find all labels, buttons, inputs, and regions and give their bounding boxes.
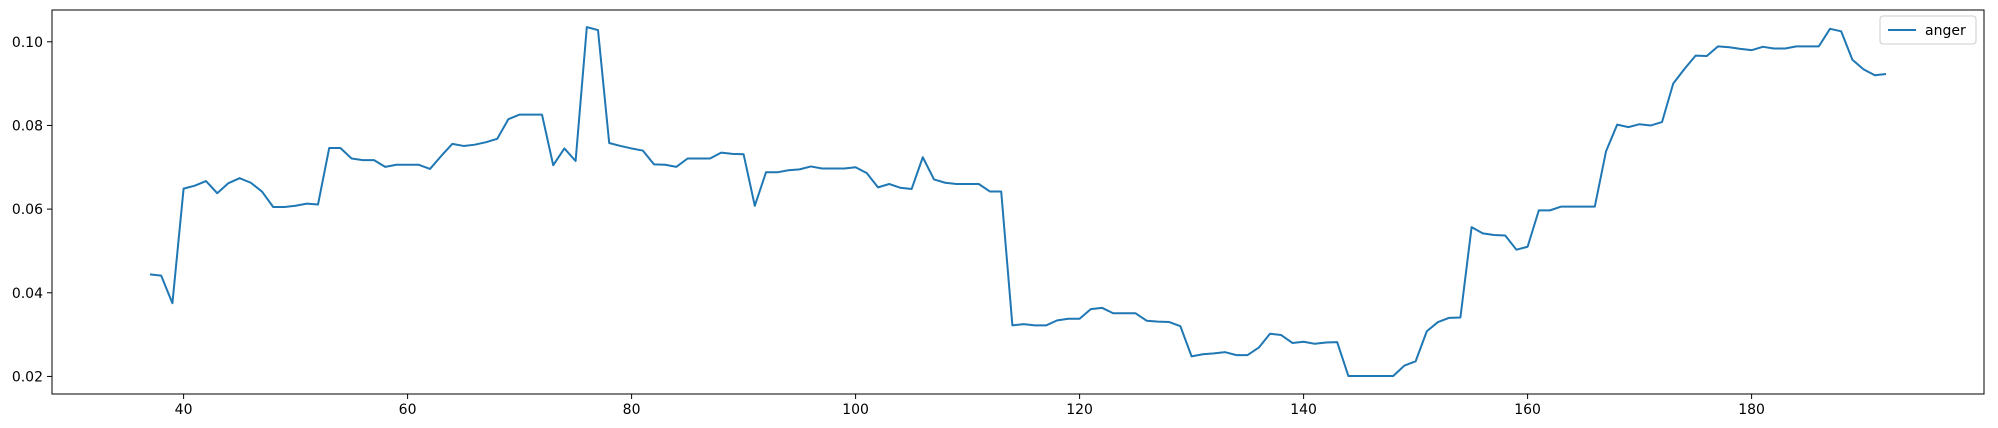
legend-label: anger: [1925, 23, 1966, 39]
x-tick-label: 40: [175, 402, 193, 418]
y-tick-label: 0.06: [12, 202, 43, 218]
series-line-anger: [149, 26, 1887, 378]
y-tick-label: 0.08: [12, 118, 43, 134]
y-tick-label: 0.04: [12, 286, 43, 302]
series-layer: [149, 26, 1887, 378]
plot-frame: [51, 9, 1985, 395]
x-tick-label: 60: [399, 402, 417, 418]
y-axis: 0.02 0.04 0.06 0.08 0.10: [12, 35, 52, 385]
legend-box: [1879, 15, 1977, 45]
x-tick-label: 140: [1290, 402, 1317, 418]
x-tick-label: 180: [1738, 402, 1765, 418]
y-tick-label: 0.02: [12, 369, 43, 385]
x-tick-label: 120: [1066, 402, 1093, 418]
plot-area: [52, 10, 1984, 394]
x-tick-label: 80: [623, 402, 641, 418]
x-tick-label: 160: [1514, 402, 1541, 418]
y-tick-label: 0.10: [12, 35, 43, 51]
legend: anger: [1879, 15, 1977, 45]
x-axis: 40 60 80 100 120 140 160 180: [175, 394, 1765, 418]
x-tick-label: 100: [842, 402, 869, 418]
